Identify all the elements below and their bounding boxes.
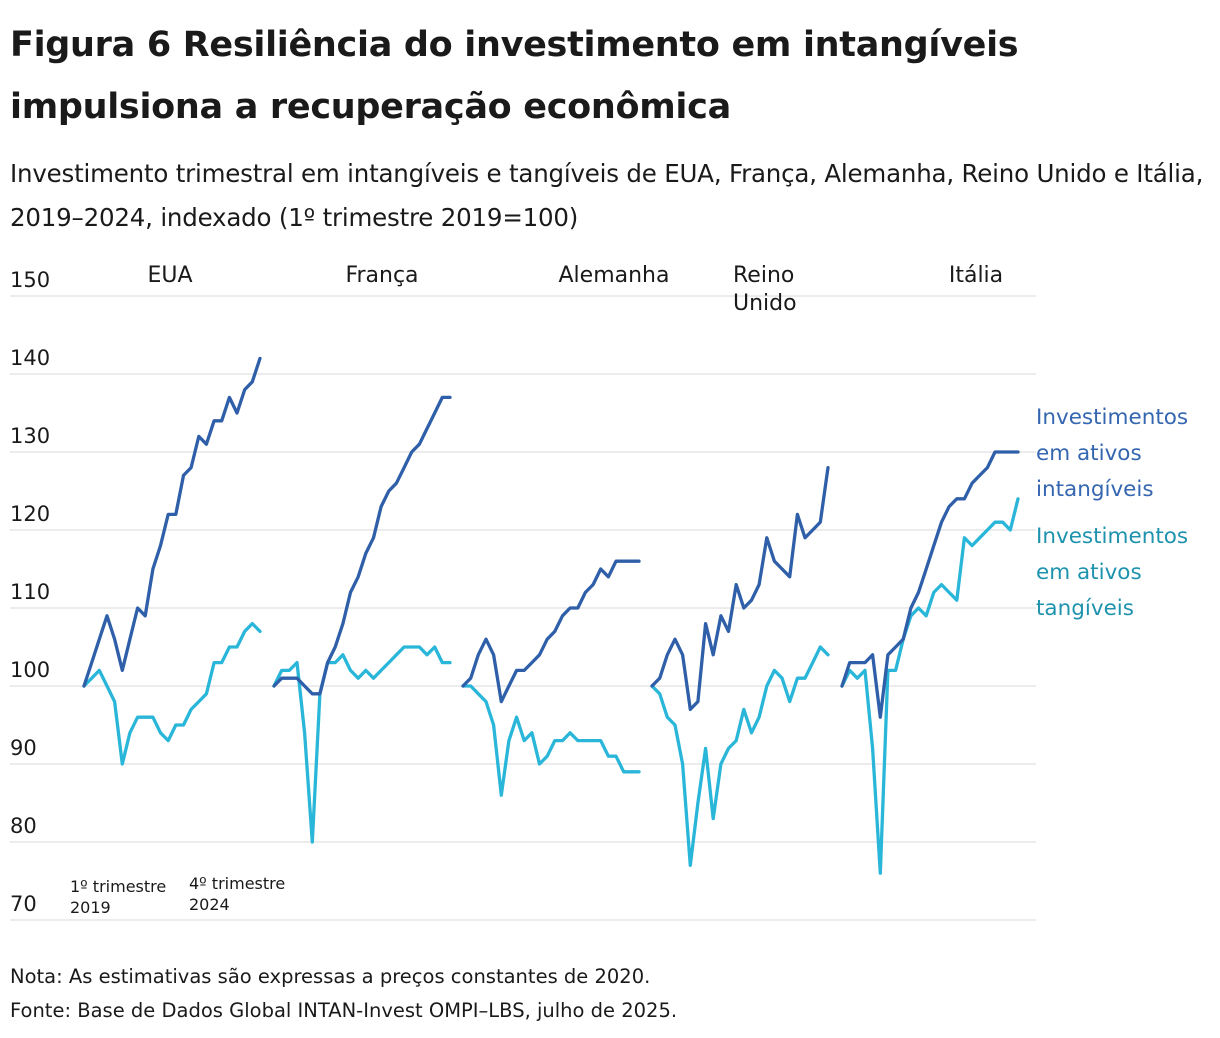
series-line-italia-intangible: [840, 450, 1020, 719]
panel-label-line: Reino: [733, 263, 794, 288]
legend-tangible-line: em ativos: [1036, 560, 1142, 585]
footnotes: Nota: As estimativas são expressas a pre…: [10, 960, 677, 1028]
y-axis: 70 80 90 100 110 120 130 140 150: [10, 268, 50, 916]
x-label-end-line: 2024: [189, 895, 230, 914]
legend-intangible-line: intangíveis: [1036, 477, 1154, 502]
panel-label-line: Unido: [733, 291, 797, 316]
panel-label-line: França: [345, 263, 418, 288]
legend-intangible-line: em ativos: [1036, 441, 1142, 466]
y-tick-label-140: 140: [10, 346, 50, 370]
x-label-start-line: 1º trimestre: [70, 877, 166, 896]
chart-title: Figura 6 Resiliência do investimento em …: [10, 25, 1019, 127]
y-tick-label-100: 100: [10, 658, 50, 682]
series-line-reino-unido-tangible: [650, 645, 830, 868]
panel-label-alemanha: Alemanha: [559, 263, 670, 288]
series-line-alemanha-tangible: [461, 684, 641, 797]
series-line-alemanha-intangible: [461, 559, 641, 704]
panel-label-italia: Itália: [949, 263, 1003, 288]
y-tick-label-90: 90: [10, 736, 37, 760]
x-label-end: 4º trimestre 2024: [189, 874, 285, 914]
series-line-italia-tangible: [840, 497, 1020, 875]
x-label-end-line: 4º trimestre: [189, 874, 285, 893]
y-tick-label-70: 70: [10, 892, 37, 916]
y-tick-label-120: 120: [10, 502, 50, 526]
legend: Investimentos em ativos intangíveisInvesti…: [1036, 405, 1188, 621]
legend-intangible: Investimentos em ativos intangíveis: [1036, 405, 1188, 502]
panel-label-line: EUA: [147, 263, 192, 288]
legend-tangible: Investimentos em ativos tangíveis: [1036, 524, 1188, 621]
y-tick-label-80: 80: [10, 814, 37, 838]
legend-intangible-line: Investimentos: [1036, 405, 1188, 430]
y-tick-label-150: 150: [10, 268, 50, 292]
panel-labels: EUA França Alemanha Reino Unido Itália: [147, 263, 1003, 316]
y-tick-label-110: 110: [10, 580, 50, 604]
x-label-start-line: 2019: [70, 898, 111, 917]
x-label-start: 1º trimestre 2019: [70, 877, 166, 917]
panel-label-franca: França: [345, 263, 418, 288]
legend-tangible-line: Investimentos: [1036, 524, 1188, 549]
footnote-source: Fonte: Base de Dados Global INTAN-Invest…: [10, 999, 678, 1022]
footnote-note: Nota: As estimativas são expressas a pre…: [10, 965, 651, 988]
series-line-franca-tangible: [272, 645, 452, 844]
series-lines: [82, 356, 1020, 875]
chart-subtitle: Investimento trimestral em intangíveis e…: [10, 159, 1204, 232]
x-axis-annotations: 1º trimestre 2019 4º trimestre 2024: [70, 874, 285, 917]
y-tick-label-130: 130: [10, 424, 50, 448]
series-line-franca-intangible: [272, 395, 452, 696]
panel-label-line: Alemanha: [559, 263, 670, 288]
panel-label-reino-unido: Reino Unido: [733, 263, 797, 316]
series-line-reino-unido-intangible: [650, 465, 830, 712]
panel-label-eua: EUA: [147, 263, 192, 288]
series-line-eua-intangible: [82, 356, 262, 688]
gridlines: [10, 295, 1036, 921]
panel-label-line: Itália: [949, 263, 1003, 288]
series-line-eua-tangible: [82, 621, 262, 766]
legend-tangible-line: tangíveis: [1036, 596, 1134, 621]
